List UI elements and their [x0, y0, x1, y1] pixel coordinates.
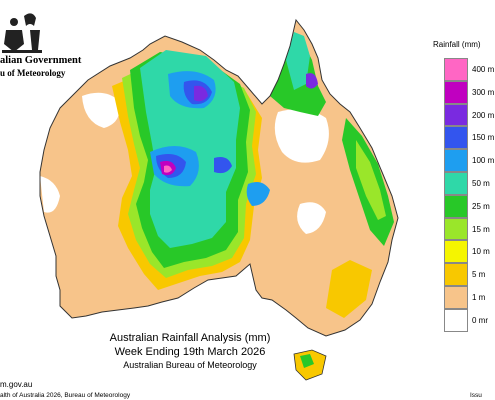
legend-swatch: [444, 308, 468, 332]
coat-of-arms-icon: [2, 13, 42, 53]
legend-label: 150 m: [472, 133, 495, 143]
legend-label: 5 m: [472, 270, 486, 280]
legend-label: 300 m: [472, 87, 495, 97]
government-name: alian Government: [0, 55, 82, 66]
map-period: Week Ending 19th March 2026: [114, 346, 266, 358]
map-title-block: Australian Rainfall Analysis (mm) Week E…: [60, 331, 320, 371]
legend-swatch: [444, 217, 468, 241]
legend-swatch: [444, 126, 468, 150]
legend-swatch: [444, 172, 468, 195]
map-source: Australian Bureau of Meteorology: [123, 360, 257, 370]
legend-swatch: [444, 240, 468, 264]
legend-swatch: [444, 263, 468, 286]
legend-swatch: [444, 149, 468, 172]
bureau-name: u of Meteorology: [0, 68, 66, 78]
legend-swatch: [444, 103, 468, 127]
legend-title: Rainfall (mm): [433, 40, 481, 49]
legend-label: 400 m: [472, 65, 495, 74]
legend-swatch: [444, 58, 468, 81]
issue-text: Issu: [470, 392, 482, 399]
map-title: Australian Rainfall Analysis (mm): [109, 332, 271, 344]
legend-label: 25 m: [472, 201, 490, 211]
legend-swatch: [444, 194, 468, 218]
legend-label: 15 m: [472, 224, 490, 234]
copyright-text: alth of Australia 2026, Bureau of Meteor…: [0, 392, 131, 399]
legend-label: 200 m: [472, 110, 495, 120]
legend-label: 1 m: [472, 293, 486, 302]
legend-label: 10 m: [472, 247, 490, 257]
website-url: m.gov.au: [0, 380, 33, 389]
legend-swatch: [444, 286, 468, 309]
legend-label: 0 mr: [472, 315, 488, 325]
legend-label: 50 m: [472, 179, 490, 188]
legend-swatch: [444, 80, 468, 104]
legend-label: 100 m: [472, 156, 495, 166]
